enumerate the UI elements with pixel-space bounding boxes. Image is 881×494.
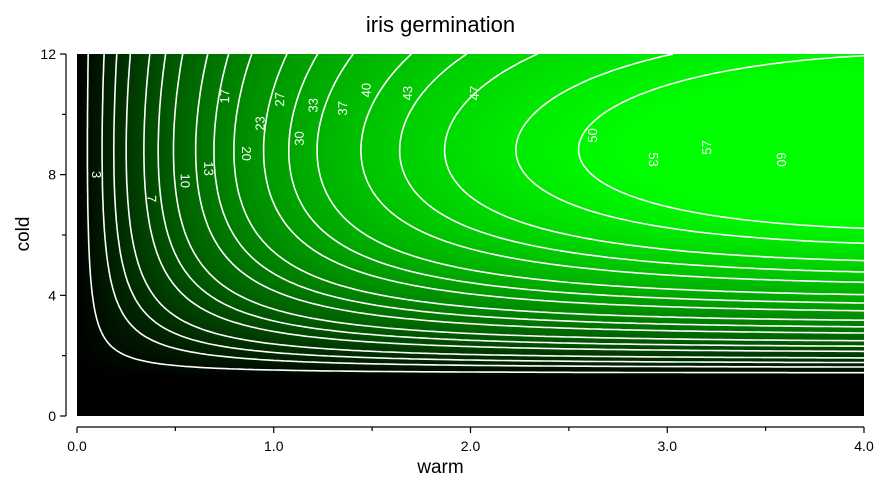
x-axis-label: warm (417, 457, 464, 478)
contour-label-27: 27 (272, 92, 287, 107)
contour-label-33: 33 (306, 98, 321, 113)
contour-label-53: 53 (646, 152, 661, 167)
y-tick-label: 4 (48, 287, 56, 303)
contour-line-30 (213, 54, 864, 328)
contour-label-13: 13 (201, 161, 216, 175)
contour-line-17 (143, 54, 864, 353)
x-tick-label: 1.0 (264, 438, 284, 454)
y-tick-label: 0 (48, 408, 56, 424)
contour-label-40: 40 (359, 83, 374, 98)
contour-line-43 (316, 54, 864, 296)
contour-line-7 (101, 54, 864, 368)
contour-label-47: 47 (467, 86, 482, 101)
y-tick-label: 12 (40, 46, 56, 62)
contour-line-40 (288, 54, 864, 304)
contour-line-47 (360, 54, 864, 284)
x-tick-label: 3.0 (658, 438, 678, 454)
contour-label-7: 7 (144, 195, 159, 202)
contour-line-53 (443, 54, 864, 262)
chart-title: iris germination (365, 12, 516, 37)
contour-line-33 (233, 54, 864, 321)
contour-label-30: 30 (292, 131, 307, 145)
contour-line-23 (172, 54, 864, 342)
contour-label-3: 3 (89, 171, 104, 178)
contour-label-17: 17 (217, 89, 232, 104)
contour-line-20 (157, 54, 864, 347)
x-tick-label: 2.0 (461, 438, 481, 454)
contour-line-3 (86, 54, 864, 374)
contour-line-27 (194, 54, 864, 334)
contour-label-37: 37 (335, 101, 350, 116)
contour-lines (86, 54, 864, 374)
contour-line-37 (262, 54, 864, 312)
y-tick-label: 8 (48, 167, 56, 183)
contour-label-57: 57 (699, 140, 714, 155)
contour-label-50: 50 (585, 128, 600, 143)
contour-label-43: 43 (400, 86, 415, 101)
x-tick-label: 0.0 (67, 438, 87, 454)
contour-line-60 (577, 54, 864, 230)
contour-label-10: 10 (178, 173, 193, 187)
contour-line-13 (125, 54, 864, 359)
contour-line-57 (515, 54, 864, 245)
contour-line-50 (398, 54, 864, 273)
x-tick-label: 4.0 (854, 438, 874, 454)
contour-line-10 (113, 54, 864, 364)
contour-label-60: 60 (774, 152, 789, 167)
contour-label-23: 23 (252, 116, 267, 131)
contour-label-20: 20 (239, 146, 254, 160)
